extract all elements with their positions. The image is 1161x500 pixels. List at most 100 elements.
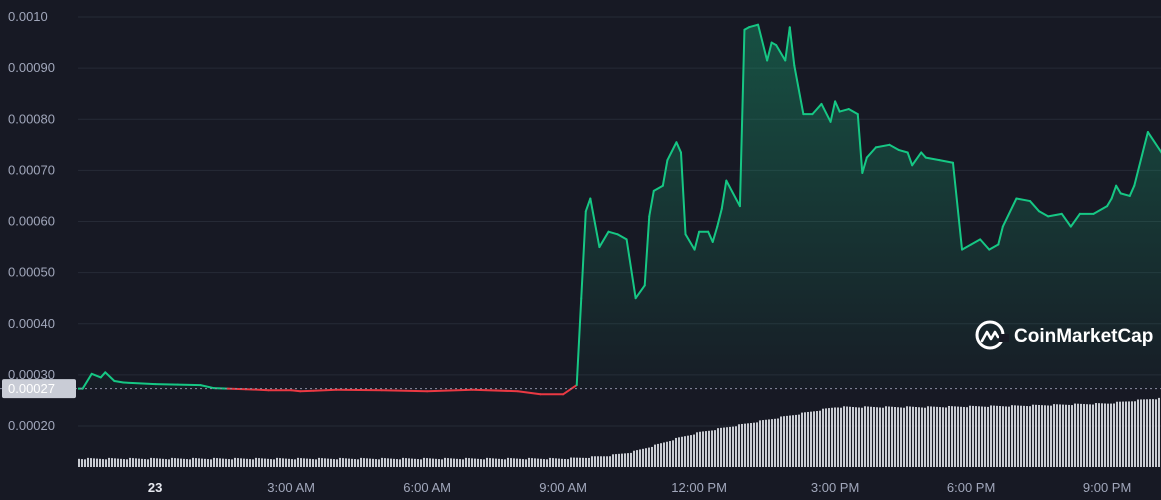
volume-bar — [183, 458, 185, 467]
volume-bar — [165, 459, 167, 467]
volume-bar — [495, 458, 497, 467]
volume-bar — [930, 406, 932, 467]
volume-bar — [456, 458, 458, 467]
price-line-segment — [1047, 212, 1063, 218]
volume-bar — [411, 458, 413, 467]
volume-bar — [312, 459, 314, 467]
volume-bar — [774, 418, 776, 467]
volume-bar — [180, 458, 182, 467]
volume-bar — [564, 459, 566, 467]
price-line-segment — [643, 215, 651, 287]
volume-bar — [609, 456, 611, 467]
volume-bar — [843, 406, 845, 467]
volume-bar — [816, 411, 818, 467]
volume-bar — [1074, 403, 1076, 467]
y-tick-label: 0.00080 — [8, 111, 55, 126]
volume-bar — [324, 458, 326, 467]
volume-bar — [102, 459, 104, 467]
price-line-segment — [199, 384, 216, 390]
volume-bar — [762, 420, 764, 467]
volume-bar — [447, 458, 449, 467]
volume-bar — [999, 406, 1001, 467]
volume-bar — [765, 419, 767, 467]
price-line-segment — [924, 156, 941, 162]
volume-bar — [735, 426, 737, 467]
price-line-segment — [625, 238, 637, 300]
price-line-segment — [81, 372, 93, 390]
volume-bar — [1140, 399, 1142, 467]
volume-bar — [855, 407, 857, 467]
volume-bar — [297, 457, 299, 467]
volume-bar — [1020, 405, 1022, 467]
volume-bar — [789, 415, 791, 467]
volume-bar — [699, 431, 701, 467]
price-line-segment — [598, 230, 610, 249]
volume-bar — [477, 458, 479, 467]
volume-bar — [963, 406, 965, 467]
volume-bar — [978, 406, 980, 467]
volume-bar — [513, 458, 515, 467]
volume-bar — [348, 458, 350, 467]
volume-bar — [738, 424, 740, 467]
volume-bar — [525, 459, 527, 467]
volume-bar — [93, 458, 95, 467]
volume-bar — [291, 459, 293, 467]
volume-bar — [1041, 405, 1043, 467]
volume-bar — [651, 446, 653, 467]
price-line-segment — [607, 230, 619, 236]
volume-bar — [1152, 399, 1154, 467]
volume-bar — [1119, 401, 1121, 467]
price-line-segment — [675, 141, 682, 154]
price-line-segment — [747, 23, 760, 29]
volume-bar — [1035, 404, 1037, 467]
volume-bar — [879, 407, 881, 467]
volume-bar — [1089, 404, 1091, 467]
volume-bar — [294, 459, 296, 467]
volume-bar — [1026, 406, 1028, 467]
volume-bar — [315, 459, 317, 467]
volume-bar — [1005, 406, 1007, 467]
volume-bar — [282, 458, 284, 467]
y-tick-label: 0.00060 — [8, 214, 55, 229]
volume-bar — [453, 458, 455, 467]
volume-bar — [798, 414, 800, 467]
price-line-segment — [1146, 131, 1161, 154]
volume-bar — [906, 406, 908, 467]
volume-bar — [267, 458, 269, 467]
volume-bar — [1071, 405, 1073, 467]
volume-bar — [606, 456, 608, 467]
volume-bar — [510, 458, 512, 467]
volume-bar — [516, 458, 518, 467]
volume-bar — [159, 458, 161, 467]
volume-bar — [333, 459, 335, 467]
price-line-segment — [1038, 210, 1050, 218]
volume-bar — [540, 458, 542, 467]
volume-bar — [156, 458, 158, 467]
volume-bar — [354, 459, 356, 467]
volume-bar — [114, 458, 116, 467]
volume-bar — [621, 453, 623, 467]
volume-bar — [960, 406, 962, 467]
volume-bar — [201, 458, 203, 467]
volume-bar — [924, 407, 926, 467]
price-line-segment — [979, 238, 991, 251]
price-line-segment — [988, 243, 1000, 251]
volume-bar — [1077, 403, 1079, 467]
volume-bar — [483, 459, 485, 467]
volume-bar — [981, 406, 983, 467]
volume-bar — [888, 406, 890, 467]
volume-bar — [132, 458, 134, 467]
price-line-segment — [757, 23, 769, 62]
volume-bar — [1008, 406, 1010, 467]
volume-bar — [837, 407, 839, 467]
volume-bar — [504, 459, 506, 467]
volume-bar — [327, 458, 329, 467]
volume-bar — [480, 459, 482, 467]
volume-bar — [438, 459, 440, 467]
volume-bar — [207, 459, 209, 467]
volume-bar — [600, 456, 602, 467]
volume-bar — [996, 405, 998, 467]
y-axis: 0.0010 0.00090 0.00080 0.00070 0.00060 0.0005… — [8, 9, 55, 433]
